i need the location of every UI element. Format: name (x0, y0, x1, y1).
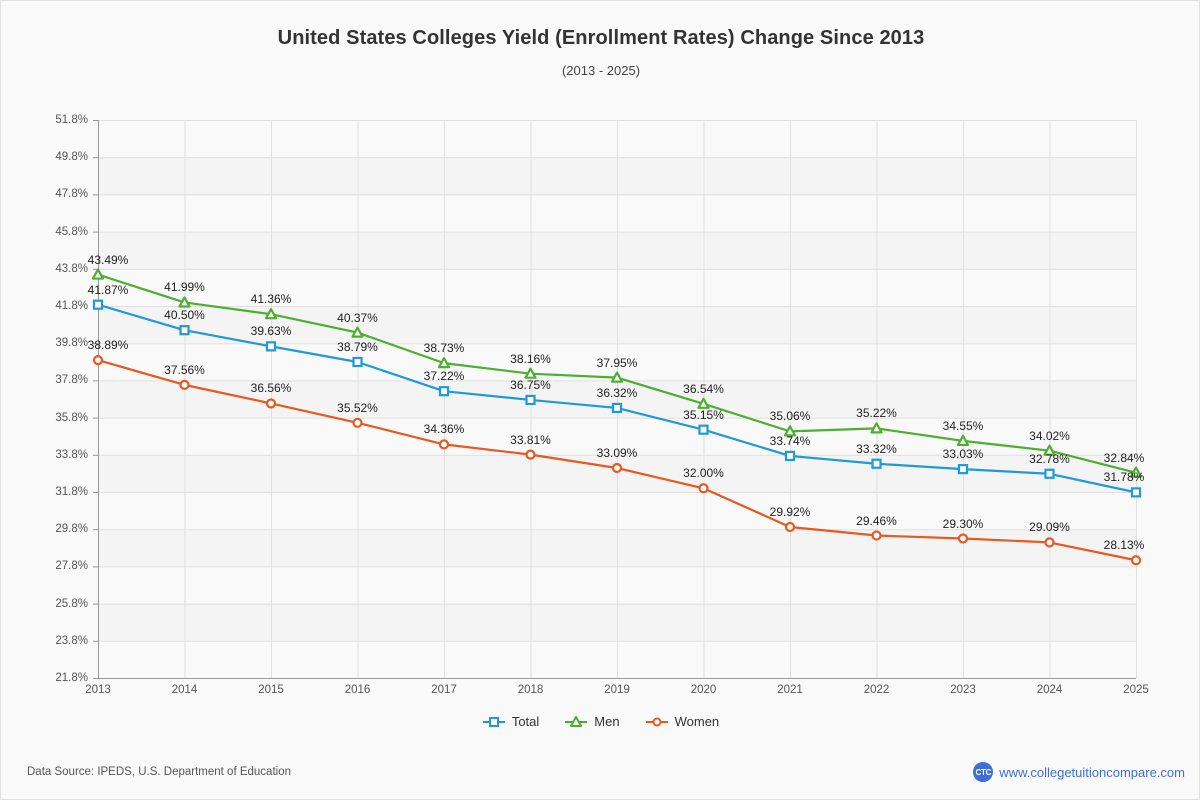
chart-legend: Total Men Women (1, 715, 1200, 728)
y-axis-tick-label: 49.8% (55, 151, 88, 164)
x-axis-tick-label: 2018 (517, 684, 544, 696)
y-axis-tick-label: 23.8% (55, 634, 88, 647)
y-axis-tick-label: 45.8% (55, 225, 88, 238)
y-axis-tick-label: 39.8% (55, 337, 88, 350)
y-axis-tick-label: 41.8% (55, 300, 88, 312)
data-source-note: Data Source: IPEDS, U.S. Department of E… (27, 766, 291, 778)
x-axis-tick-label: 2019 (604, 684, 630, 696)
ctc-logo-icon: CTC (973, 762, 994, 782)
legend-item-women[interactable]: Women (645, 714, 720, 729)
y-axis-tick-label: 47.8% (55, 188, 88, 201)
y-axis-tick-label: 25.8% (55, 597, 88, 610)
triangle-icon (565, 715, 588, 727)
x-axis-tick-label: 2022 (863, 684, 890, 696)
legend-label: Women (674, 714, 720, 729)
y-axis-tick-label: 27.8% (55, 560, 88, 573)
x-axis-tick-label: 2016 (344, 684, 371, 696)
y-axis-tick-label: 31.8% (55, 486, 88, 498)
x-axis-tick-label: 2025 (1123, 684, 1149, 696)
legend-item-total[interactable]: Total (482, 714, 540, 729)
y-axis-tick-label: 35.8% (55, 411, 88, 424)
x-axis-tick-label: 2017 (431, 684, 457, 696)
plot-area (91, 120, 1143, 679)
x-axis-tick-label: 2014 (171, 684, 198, 696)
x-axis-tick-label: 2013 (85, 684, 111, 696)
brand-url-label: www.collegetuitioncompare.com (999, 764, 1185, 780)
page-title: United States Colleges Yield (Enrollment… (277, 27, 925, 49)
y-axis-tick-label: 43.8% (55, 262, 88, 275)
y-axis-tick-label: 21.8% (55, 672, 88, 684)
x-axis-tick-label: 2015 (258, 684, 284, 696)
y-axis-tick-label: 29.8% (55, 523, 88, 536)
square-icon (482, 716, 505, 727)
x-axis-tick-label: 2023 (950, 684, 976, 696)
x-axis-tick-label: 2020 (690, 684, 717, 696)
x-axis-tick-label: 2021 (777, 684, 803, 696)
y-axis-tick-label: 33.8% (55, 448, 88, 461)
y-axis-tick-label: 37.8% (55, 374, 88, 387)
legend-label: Total (511, 714, 540, 729)
legend-item-men[interactable]: Men (565, 714, 620, 729)
x-axis-tick-label: 2024 (1036, 684, 1063, 696)
legend-label: Men (594, 714, 620, 729)
plot-svg (91, 120, 1143, 679)
circle-icon (645, 717, 668, 726)
page-subtitle: (2013 - 2025) (561, 63, 641, 78)
brand-link[interactable]: CTC www.collegetuitioncompare.com (973, 762, 1185, 782)
y-axis-tick-label: 51.8% (55, 114, 88, 126)
